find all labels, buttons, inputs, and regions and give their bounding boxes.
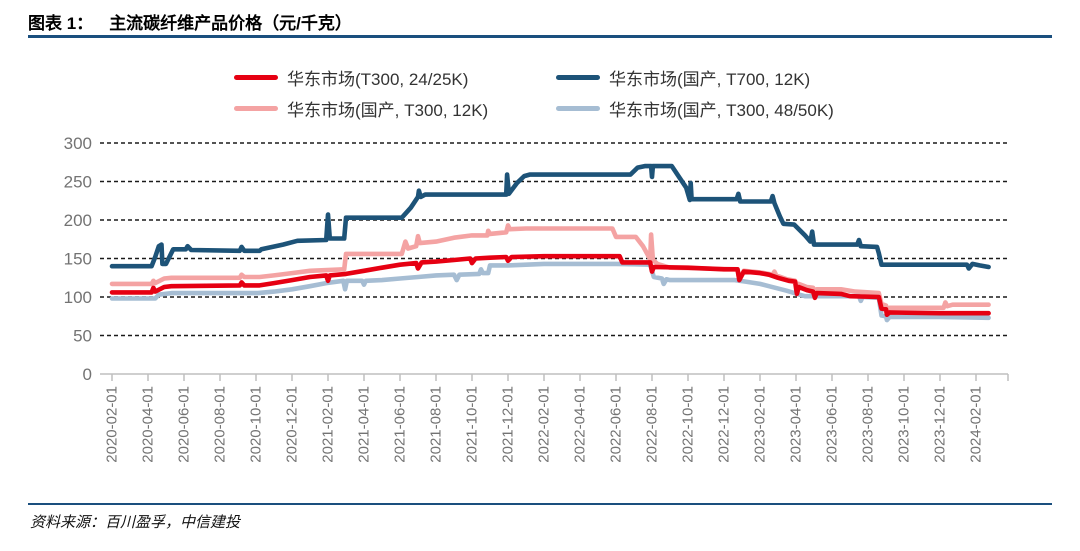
svg-text:2021-10-01: 2021-10-01 bbox=[464, 386, 481, 463]
source-note: 资料来源：百川盈孚，中信建投 bbox=[30, 515, 241, 531]
svg-text:2021-02-01: 2021-02-01 bbox=[320, 386, 337, 463]
svg-text:2021-12-01: 2021-12-01 bbox=[500, 386, 517, 463]
svg-text:2020-08-01: 2020-08-01 bbox=[212, 386, 229, 463]
svg-text:2020-02-01: 2020-02-01 bbox=[104, 386, 121, 463]
legend-label: 华东市场(国产, T300, 48/50K) bbox=[609, 100, 834, 120]
svg-text:2020-06-01: 2020-06-01 bbox=[176, 386, 193, 463]
svg-text:2022-04-01: 2022-04-01 bbox=[572, 386, 589, 463]
legend-line-swatch-light-blue bbox=[556, 105, 600, 111]
svg-text:2024-02-01: 2024-02-01 bbox=[968, 386, 985, 463]
figure-header: 图表 1： 主流碳纤维产品价格（元/千克） bbox=[28, 9, 352, 34]
svg-text:150: 150 bbox=[64, 250, 92, 269]
svg-text:2021-08-01: 2021-08-01 bbox=[428, 386, 445, 463]
svg-text:200: 200 bbox=[64, 211, 92, 230]
svg-text:2021-04-01: 2021-04-01 bbox=[356, 386, 373, 463]
figure-number: 图表 1： bbox=[28, 14, 94, 33]
legend-line-swatch-dark-blue bbox=[556, 74, 600, 80]
svg-text:2023-12-01: 2023-12-01 bbox=[932, 386, 949, 463]
series-line-0 bbox=[109, 253, 991, 318]
svg-text:250: 250 bbox=[64, 173, 92, 192]
svg-text:2022-08-01: 2022-08-01 bbox=[644, 386, 661, 463]
svg-text:2023-04-01: 2023-04-01 bbox=[788, 386, 805, 463]
figure-title: 主流碳纤维产品价格（元/千克） bbox=[109, 14, 352, 33]
svg-text:300: 300 bbox=[64, 134, 92, 153]
legend-line-swatch-pink bbox=[234, 105, 278, 111]
svg-text:2022-10-01: 2022-10-01 bbox=[680, 386, 697, 463]
legend-line-swatch-red bbox=[234, 74, 278, 80]
legend-item-t300-12k: 华东市场(国产, T300, 12K) bbox=[234, 95, 556, 121]
svg-text:2023-08-01: 2023-08-01 bbox=[860, 386, 877, 463]
legend-label: 华东市场(国产, T700, 12K) bbox=[609, 69, 811, 89]
svg-text:2020-10-01: 2020-10-01 bbox=[248, 386, 265, 463]
svg-text:2020-12-01: 2020-12-01 bbox=[284, 386, 301, 463]
legend-item-t300-48-50k: 华东市场(国产, T300, 48/50K) bbox=[556, 95, 878, 121]
svg-text:2023-02-01: 2023-02-01 bbox=[752, 386, 769, 463]
svg-text:100: 100 bbox=[64, 288, 92, 307]
svg-text:2022-06-01: 2022-06-01 bbox=[608, 386, 625, 463]
svg-text:2020-04-01: 2020-04-01 bbox=[140, 386, 157, 463]
footer-divider-line bbox=[28, 503, 1052, 505]
series-line-2 bbox=[109, 223, 991, 314]
svg-text:2022-02-01: 2022-02-01 bbox=[536, 386, 553, 463]
svg-text:2023-06-01: 2023-06-01 bbox=[824, 386, 841, 463]
svg-text:50: 50 bbox=[73, 327, 92, 346]
chart-legend: 华东市场(T300, 24/25K) 华东市场(国产, T700, 12K) 华… bbox=[234, 64, 878, 121]
svg-text:2021-06-01: 2021-06-01 bbox=[392, 386, 409, 463]
series-line-1 bbox=[109, 163, 991, 271]
legend-item-t300-24-25k: 华东市场(T300, 24/25K) bbox=[234, 64, 556, 90]
legend-label: 华东市场(T300, 24/25K) bbox=[287, 69, 469, 89]
svg-text:0: 0 bbox=[83, 365, 92, 384]
svg-text:2023-10-01: 2023-10-01 bbox=[896, 386, 913, 463]
legend-label: 华东市场(国产, T300, 12K) bbox=[287, 100, 489, 120]
legend-item-t700-12k: 华东市场(国产, T700, 12K) bbox=[556, 64, 878, 90]
svg-text:2022-12-01: 2022-12-01 bbox=[716, 386, 733, 463]
header-divider-line bbox=[28, 35, 1052, 38]
